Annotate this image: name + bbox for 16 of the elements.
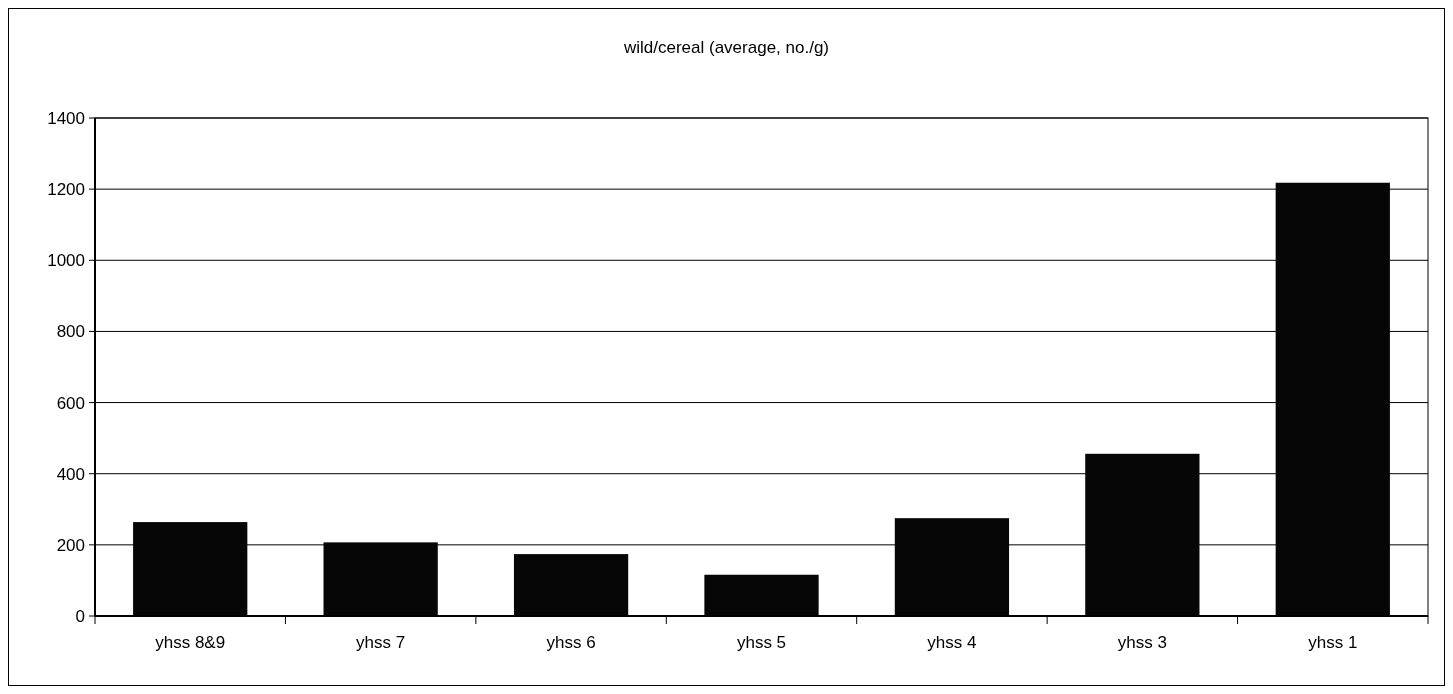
x-tick-label: yhss 6 (546, 633, 596, 652)
x-tick-label: yhss 1 (1308, 633, 1358, 652)
y-tick-label: 400 (56, 464, 85, 484)
x-tick-label: yhss 4 (927, 633, 977, 652)
y-tick-label: 0 (75, 606, 85, 626)
y-tick-label: 1200 (47, 180, 85, 200)
chart-title: wild/cereal (average, no./g) (622, 38, 830, 57)
x-tick-label: yhss 3 (1117, 633, 1167, 652)
y-tick-label: 1000 (47, 251, 85, 271)
x-tick-label: yhss 8&9 (155, 633, 226, 652)
x-tick-label: yhss 5 (736, 633, 787, 652)
y-tick-label: 800 (56, 322, 85, 342)
y-tick-label: 600 (56, 393, 85, 413)
y-tick-label: 1400 (47, 108, 85, 128)
y-tick-label: 200 (56, 535, 85, 555)
x-tick-label: yhss 7 (356, 633, 406, 652)
